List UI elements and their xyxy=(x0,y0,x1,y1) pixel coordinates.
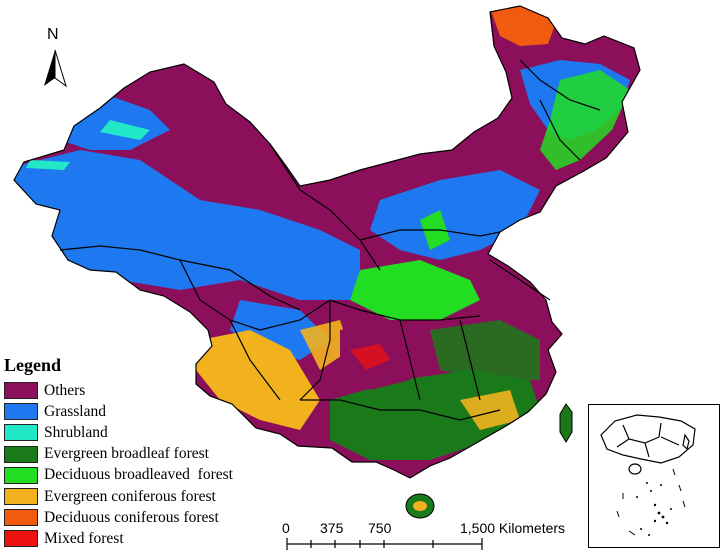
legend-label: Others xyxy=(44,381,86,399)
scale-tick-750: 750 xyxy=(368,520,392,536)
legend-item-grassland: Grassland xyxy=(4,401,294,422)
region-shrubland-1 xyxy=(100,120,150,140)
inset-map xyxy=(588,404,720,548)
legend-swatch xyxy=(4,466,38,484)
legend-swatch xyxy=(4,530,38,548)
legend-label: Grassland xyxy=(44,402,106,420)
region-mixed-forest xyxy=(350,344,390,370)
legend-swatch xyxy=(4,488,38,506)
legend-swatch xyxy=(4,424,38,442)
scale-tick-1500: 1,500 Kilometers xyxy=(460,520,566,536)
region-evergreen-coniferous-sichuan xyxy=(300,320,350,370)
legend-label: Evergreen broadleaf forest xyxy=(44,445,209,463)
legend-item-deciduous-coniferous: Deciduous coniferous forest xyxy=(4,507,294,528)
region-evergreen-coniferous-south xyxy=(460,390,520,430)
region-evergreen-coniferous-southwest xyxy=(196,330,320,430)
scale-tick-0: 0 xyxy=(282,520,290,536)
legend-label: Deciduous coniferous forest xyxy=(44,508,219,526)
north-label: N xyxy=(47,26,59,43)
legend-item-evergreen-coniferous: Evergreen coniferous forest xyxy=(4,486,294,507)
province-boundaries xyxy=(13,5,641,479)
legend-item-others: Others xyxy=(4,380,294,401)
legend-label: Shrubland xyxy=(44,423,108,441)
north-arrow-icon xyxy=(44,49,67,88)
legend-label: Deciduous broadleaved forest xyxy=(44,466,233,484)
legend-item-deciduous-broadleaf: Deciduous broadleaved forest xyxy=(4,465,294,486)
legend-label: Mixed forest xyxy=(44,529,124,547)
legend-label: Evergreen coniferous forest xyxy=(44,487,216,505)
scale-bar xyxy=(286,538,483,550)
taiwan-island xyxy=(559,403,573,443)
legend-item-mixed-forest: Mixed forest xyxy=(4,528,294,549)
legend-title: Legend xyxy=(4,355,62,375)
legend: Legend Others Grassland Shrubland Evergr… xyxy=(4,355,294,550)
region-deciduous-broadleaf-central xyxy=(350,260,480,320)
region-grassland-tibet xyxy=(14,150,360,300)
hainan-island-center xyxy=(413,501,427,511)
region-evergreen-broadleaf-southeast xyxy=(430,320,540,380)
inset-map-outline xyxy=(600,414,696,536)
region-shrubland-2 xyxy=(26,160,70,170)
legend-swatch xyxy=(4,382,38,400)
legend-swatch xyxy=(4,445,38,463)
legend-swatch xyxy=(4,509,38,527)
legend-swatch xyxy=(4,403,38,421)
legend-item-shrubland: Shrubland xyxy=(4,422,294,443)
scale-tick-375: 375 xyxy=(320,520,344,536)
legend-item-evergreen-broadleaf: Evergreen broadleaf forest xyxy=(4,444,294,465)
